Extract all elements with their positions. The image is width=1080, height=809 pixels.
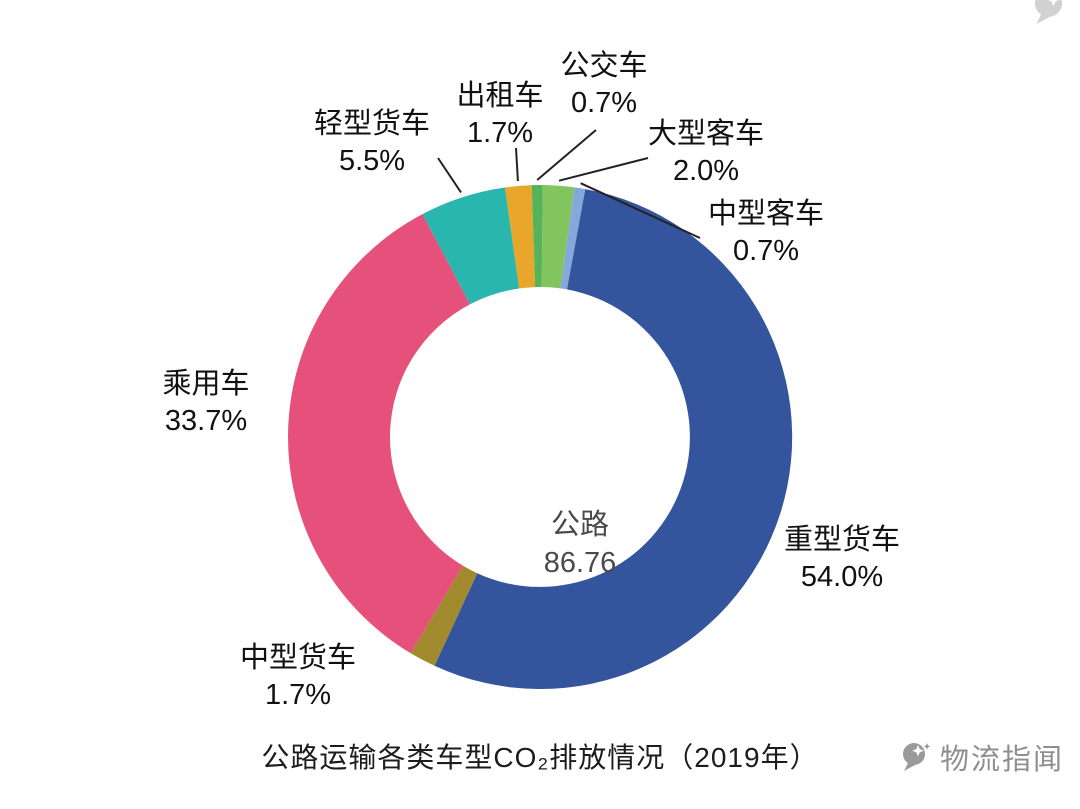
slice-pct: 2.0% xyxy=(672,155,740,187)
leader-line-taxi xyxy=(515,147,519,182)
slice-large-coach xyxy=(541,185,575,289)
slice-name: 大型客车 xyxy=(647,118,765,150)
watermark-text: 物流指闻 xyxy=(939,744,1064,776)
slice-label-medium-coach: 中型客车 0.7% xyxy=(708,196,824,270)
slice-pct: 1.7% xyxy=(466,117,534,149)
slice-label-large-coach: 大型客车 2.0% xyxy=(648,116,764,190)
logo-icon xyxy=(902,743,931,771)
slice-label-light-truck: 轻型货车 5.5% xyxy=(314,106,430,180)
slice-taxi xyxy=(504,185,536,289)
slice-pct: 1.7% xyxy=(264,679,332,711)
watermark: 物流指闻 xyxy=(899,736,1064,778)
slice-passenger-car xyxy=(288,214,470,654)
leader-line-large-coach xyxy=(558,157,649,182)
slice-name: 出租车 xyxy=(456,80,544,112)
slice-label-passenger-car: 乘用车 33.7% xyxy=(162,366,249,440)
slice-medium-truck xyxy=(410,565,478,666)
leader-line-light-truck xyxy=(437,157,462,193)
slice-label-bus: 公交车 0.7% xyxy=(560,48,647,122)
leader-line-medium-coach xyxy=(580,182,701,239)
slice-label-heavy-truck: 重型货车 54.0% xyxy=(784,522,900,596)
slice-name: 公交车 xyxy=(560,50,648,82)
slice-pct: 54.0% xyxy=(800,561,884,593)
slice-name: 中型货车 xyxy=(239,642,357,674)
slice-label-taxi: 出租车 1.7% xyxy=(456,78,543,152)
slice-pct: 0.7% xyxy=(570,87,638,119)
slice-heavy-truck xyxy=(434,189,793,690)
corner-logo-icon xyxy=(1034,0,1063,25)
slice-pct: 0.7% xyxy=(732,235,800,267)
slice-name: 轻型货车 xyxy=(313,108,431,140)
slice-pct: 33.7% xyxy=(164,405,248,437)
slice-bus xyxy=(531,184,543,288)
slice-pct: 5.5% xyxy=(338,145,406,177)
slice-name: 重型货车 xyxy=(783,524,901,556)
slice-name: 中型客车 xyxy=(707,198,825,230)
chart-title: 公路运输各类车型CO₂排放情况（2019年） xyxy=(261,742,819,773)
slice-medium-coach xyxy=(560,187,586,290)
slice-light-truck xyxy=(422,187,520,305)
leader-line-bus xyxy=(536,129,597,181)
donut-center-label: 公路 86.76 xyxy=(544,506,617,582)
slice-name: 乘用车 xyxy=(162,368,250,400)
center-label-value: 86.76 xyxy=(543,547,617,579)
center-label-text: 公路 xyxy=(550,509,610,541)
slice-label-medium-truck: 中型货车 1.7% xyxy=(240,640,356,714)
